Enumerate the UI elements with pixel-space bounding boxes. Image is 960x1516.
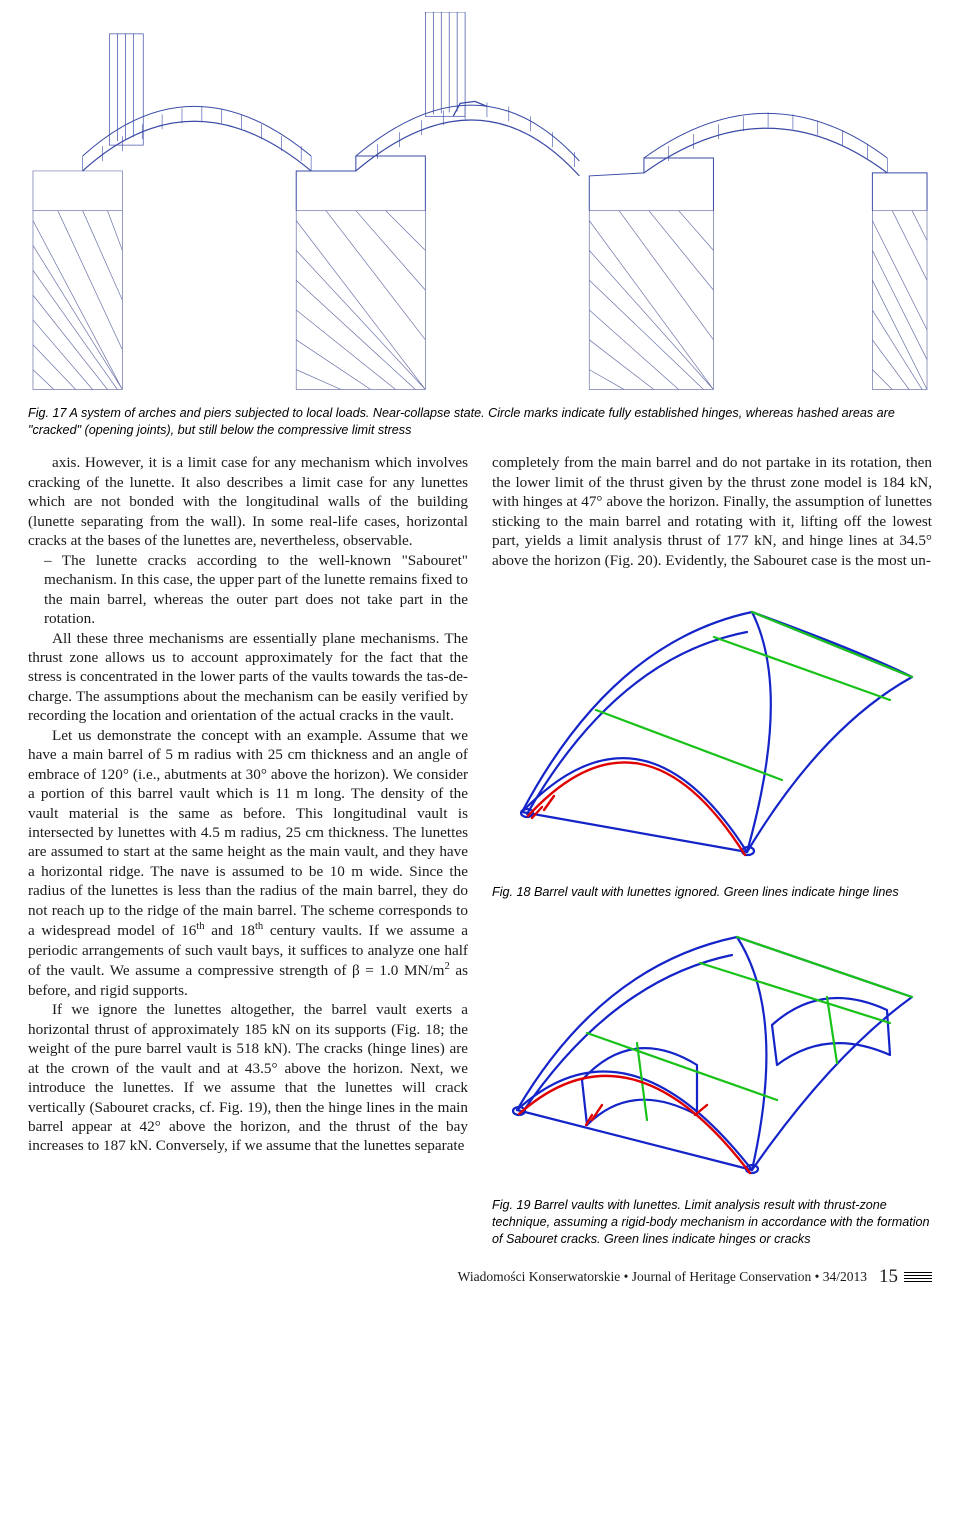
figure-18-svg — [492, 582, 932, 882]
figure-18 — [492, 582, 932, 882]
two-column-body: axis. However, it is a limit case for an… — [28, 453, 932, 1248]
para-example: Let us demonstrate the concept with an e… — [28, 726, 468, 1000]
figure-19-svg — [492, 915, 932, 1195]
para-ignore-lunettes: If we ignore the lunettes altogether, th… — [28, 1000, 468, 1156]
left-column: axis. However, it is a limit case for an… — [28, 453, 468, 1248]
figure-18-caption: Fig. 18 Barrel vault with lunettes ignor… — [492, 884, 932, 901]
figure-17-svg — [28, 12, 932, 399]
page-ornament-icon — [904, 1270, 932, 1284]
list-sabouret: – The lunette cracks according to the we… — [28, 551, 468, 629]
journal-ref: Wiadomości Konserwatorskie • Journal of … — [458, 1269, 867, 1285]
page-footer: Wiadomości Konserwatorskie • Journal of … — [28, 1266, 932, 1288]
para-mechanisms: All these three mechanisms are essential… — [28, 629, 468, 726]
figure-19 — [492, 915, 932, 1195]
page-number: 15 — [879, 1266, 898, 1288]
right-column: completely from the main barrel and do n… — [492, 453, 932, 1248]
figure-17 — [28, 12, 932, 399]
para-right-continue: completely from the main barrel and do n… — [492, 453, 932, 570]
figure-17-caption: Fig. 17 A system of arches and piers sub… — [28, 405, 932, 439]
para-axis: axis. However, it is a limit case for an… — [28, 453, 468, 550]
figure-19-caption: Fig. 19 Barrel vaults with lunettes. Lim… — [492, 1197, 932, 1248]
